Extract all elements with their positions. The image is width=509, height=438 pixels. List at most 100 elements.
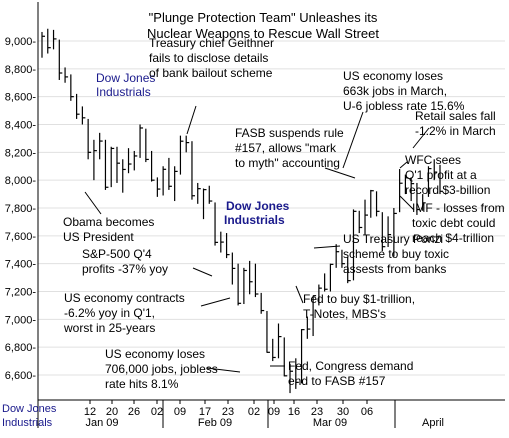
price-bar xyxy=(387,216,392,247)
price-bar xyxy=(370,189,374,218)
price-bar xyxy=(318,284,322,306)
y-tick-label: 6,800- xyxy=(5,342,37,354)
y-tick-label: 8,400- xyxy=(5,120,37,132)
y-tick-label: 8,200- xyxy=(5,147,37,159)
leader-fed-trillion xyxy=(295,285,304,304)
x-tick-label: 17 xyxy=(199,406,211,418)
price-bar xyxy=(214,202,219,246)
leader-sp500 xyxy=(192,267,213,277)
leader-wfc xyxy=(399,161,408,169)
price-bar xyxy=(58,39,63,80)
annotation-fasb-demand: Fed, Congress demand end to FASB #157 xyxy=(288,359,417,388)
price-bar xyxy=(110,146,115,188)
price-bar xyxy=(427,166,432,197)
x-axis-ticks: 12 20 26 02 09 17 23 02 09 16 23 30 06 xyxy=(84,400,373,418)
price-bar xyxy=(277,323,282,359)
price-bar xyxy=(324,273,328,292)
month-separators xyxy=(37,400,396,428)
price-bar xyxy=(352,209,357,281)
price-bar xyxy=(162,166,167,196)
y-tick-label: 7,200- xyxy=(5,287,37,299)
annotation-jobs-march: US economy loses 663k jobs in March, U-6… xyxy=(343,69,465,113)
price-bar xyxy=(93,139,97,181)
x-tick-label: 09 xyxy=(268,406,280,418)
price-bar xyxy=(76,93,80,119)
price-bar xyxy=(150,150,155,182)
annotation-imf: IMF - losses from toxic debt could reach… xyxy=(412,201,508,245)
leader-contracts xyxy=(200,297,231,307)
annotation-wfc: WFC sees Q'1 profit at a record $3-billi… xyxy=(405,153,490,197)
price-bar xyxy=(347,256,351,284)
price-bar xyxy=(393,208,397,257)
price-bar xyxy=(87,118,92,160)
annotation-sp500: S&P-500 Q'4 profits -37% yoy xyxy=(82,247,168,276)
x-tick-label: 23 xyxy=(311,406,323,418)
y-tick-label: 8,800- xyxy=(5,64,37,76)
price-bar xyxy=(52,29,57,50)
price-bar xyxy=(220,231,224,253)
price-bar xyxy=(260,292,265,314)
price-bar xyxy=(300,329,305,384)
y-tick-label: 7,000- xyxy=(5,314,37,326)
y-tick-label: 9,000- xyxy=(5,36,37,48)
leader-retail-sales xyxy=(412,127,430,149)
price-bar xyxy=(225,233,230,259)
price-bar xyxy=(329,263,334,292)
price-bar xyxy=(99,132,103,160)
price-bars xyxy=(41,28,443,394)
leader-geithner xyxy=(186,105,197,135)
chart-title-line-2: Nuclear Weapons to Rescue Wall Street xyxy=(147,26,379,41)
x-axis-corner-label-line-2: Industrials xyxy=(2,417,53,429)
x-tick-label: 02 xyxy=(151,406,163,418)
price-bar xyxy=(439,164,443,195)
price-bar xyxy=(266,310,270,353)
price-bar xyxy=(243,267,247,305)
price-bar xyxy=(104,139,109,190)
price-bar xyxy=(168,157,172,190)
leader-imf xyxy=(399,195,415,211)
price-bar xyxy=(433,159,438,181)
series-label-center-line-2: Industrials xyxy=(224,213,285,227)
price-bar xyxy=(231,252,236,285)
price-bar xyxy=(237,263,242,306)
price-bar xyxy=(272,338,276,362)
price-bar xyxy=(64,67,69,83)
y-tick-label: 7,600- xyxy=(5,231,37,243)
price-bar xyxy=(208,185,213,204)
price-bar xyxy=(341,249,345,268)
price-bar xyxy=(116,146,120,183)
y-tick-label: 8,600- xyxy=(5,92,37,104)
annotation-fed-trillion: Fed to buy $1-trillion, T-Notes, MBS's xyxy=(303,292,418,321)
price-bar xyxy=(179,135,184,175)
price-bar xyxy=(306,316,311,339)
price-bar xyxy=(358,210,363,234)
price-bar xyxy=(174,166,178,202)
price-bar xyxy=(70,74,74,101)
price-bar xyxy=(41,31,45,58)
x-tick-label: 12 xyxy=(84,406,96,418)
leader-fasb xyxy=(324,167,356,179)
y-tick-label: 7,800- xyxy=(5,203,37,215)
month-label-mar: Mar 09 xyxy=(313,417,347,429)
y-tick-label: 8,000- xyxy=(5,175,37,187)
gridlines xyxy=(38,40,505,376)
annotation-contracts: US economy contracts -6.2% yoy in Q'1, w… xyxy=(63,291,188,335)
leader-obama xyxy=(84,191,102,215)
price-bar xyxy=(249,260,253,295)
y-axis-tick-labels: 9,000- 8,800- 8,600- 8,400- 8,200- 8,000- 7,80… xyxy=(5,36,37,382)
price-bar xyxy=(289,363,294,394)
price-bar xyxy=(156,177,161,197)
leader-jobs-feb xyxy=(206,367,241,373)
month-label-jan: Jan 09 xyxy=(85,417,118,429)
month-label-feb: Feb 09 xyxy=(198,417,232,429)
series-label-top-line-2: Industrials xyxy=(96,85,151,99)
x-tick-label: 02 xyxy=(248,406,260,418)
annotation-obama: Obama becomes US President xyxy=(63,215,158,244)
annotation-jobs-feb: US economy loses 706,000 jobs, jobless r… xyxy=(105,347,221,391)
price-bar xyxy=(416,182,420,215)
annotation-leaders xyxy=(84,105,430,373)
price-bar xyxy=(122,159,126,193)
chart-title-line-1: "Plunge Protection Team" Unleashes its xyxy=(149,10,378,25)
